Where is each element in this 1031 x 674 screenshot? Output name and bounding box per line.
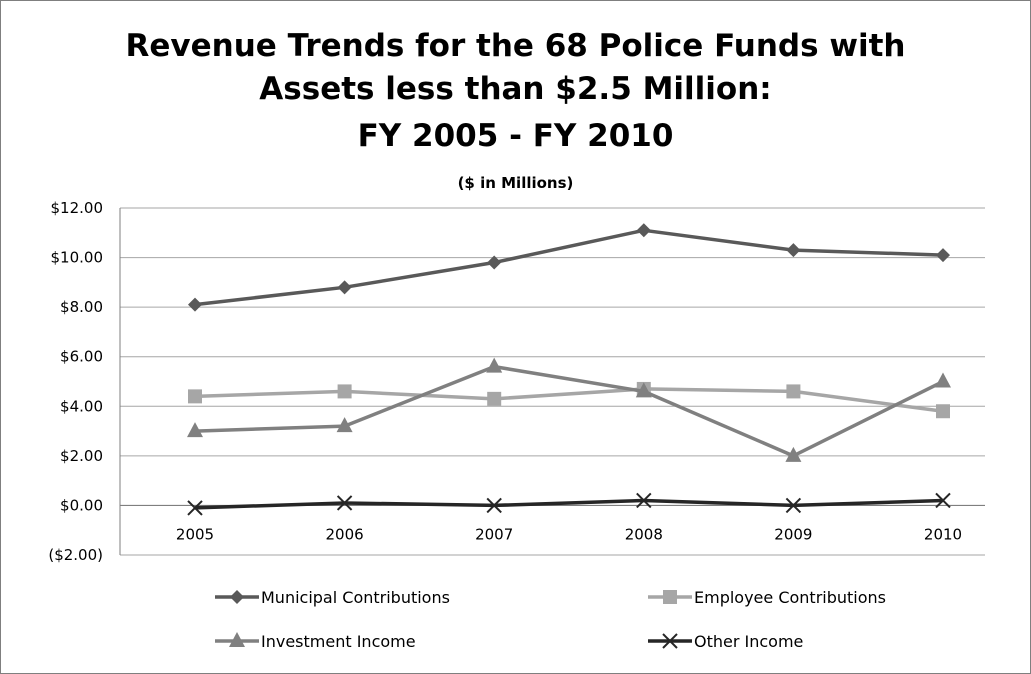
legend-label: Other Income [694,632,803,651]
y-tick-label: $2.00 [60,447,103,465]
data-point [935,372,951,388]
y-axis-ticks: ($2.00) $0.00 $2.00 $4.00 $6.00 $8.00 $10.00 $1… [48,199,103,564]
legend-marker [662,633,678,649]
y-tick-label: ($2.00) [48,546,103,564]
x-marker-stroke [662,633,678,649]
chart-title-line-3: FY 2005 - FY 2010 [357,118,674,154]
y-tick-label: $6.00 [60,348,103,366]
x-marker-stroke [935,492,951,509]
y-tick-label: $12.00 [51,199,104,217]
series-line [194,228,944,307]
x-axis-ticks: 2005 2006 2007 2008 2009 2010 [176,525,962,543]
y-tick-label: $10.00 [51,249,104,267]
y-tick-label: $8.00 [60,298,103,316]
x-marker-stroke [785,497,802,514]
data-point [337,280,352,295]
gridlines [120,207,985,556]
data-point [786,384,801,399]
data-point [936,248,950,263]
data-point [636,492,652,509]
data-point [486,357,503,373]
data-point [336,495,353,511]
x-marker-stroke [187,500,203,516]
x-tick-label: 2010 [924,525,962,543]
legend-item: Municipal Contributions [215,588,450,607]
series-line [194,364,944,458]
x-tick-label: 2005 [176,525,214,543]
data-point [786,243,801,258]
series-other-income [187,492,951,516]
legend-marker [230,590,244,604]
x-tick-label: 2008 [625,525,663,543]
data-point [486,497,502,514]
y-tick-label: $4.00 [60,397,103,415]
legend: Municipal Contributions Employee Contribu… [215,588,886,651]
data-point [336,417,353,433]
data-point [487,391,502,406]
data-point [188,297,202,312]
series-employee-contributions [188,381,950,419]
data-point [337,384,352,399]
data-point [635,382,652,398]
x-tick-label: 2009 [774,525,812,543]
legend-item: Investment Income [215,632,416,651]
legend-label: Investment Income [261,632,416,651]
data-point [187,500,203,516]
chart-title-line-2: Assets less than $2.5 Million: [259,71,772,107]
x-tick-label: 2007 [475,525,513,543]
x-marker-stroke [636,492,652,509]
data-point [187,422,203,438]
legend-item: Employee Contributions [648,588,886,607]
x-tick-label: 2006 [326,525,364,543]
legend-marker [229,632,245,647]
series-investment-income [187,357,951,462]
data-point [487,255,502,270]
x-marker-stroke [336,495,353,511]
series-group [187,223,951,516]
data-point [785,497,802,514]
data-point [188,389,202,404]
legend-label: Municipal Contributions [261,588,450,607]
data-point [935,492,951,509]
legend-item: Other Income [648,632,803,651]
data-point [785,446,802,462]
series-line [194,387,944,413]
legend-marker [663,590,677,604]
series-municipal-contributions [188,223,950,312]
chart-title-line-1: Revenue Trends for the 68 Police Funds w… [125,28,906,64]
y-tick-label: $0.00 [60,496,103,514]
data-point [636,223,651,238]
data-point [936,404,950,419]
legend-label: Employee Contributions [694,588,886,607]
series-line [194,498,944,510]
x-marker-stroke [486,497,502,514]
chart-subtitle: ($ in Millions) [457,174,574,192]
